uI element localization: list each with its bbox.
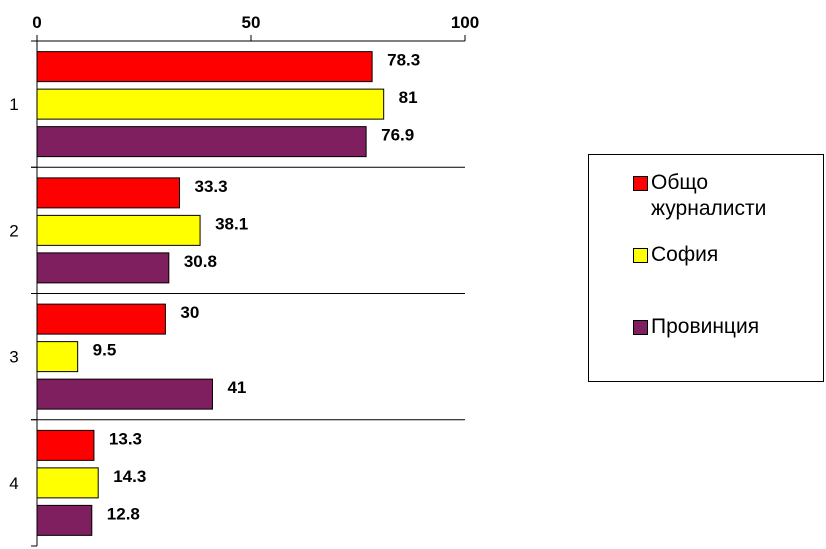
legend-label-total: Общо журналисти [651,171,767,220]
data-label: 33.3 [195,177,228,196]
legend-swatch-sofia [633,248,648,263]
x-tick-label: 100 [451,13,479,32]
bar [36,177,181,209]
x-tick-label: 0 [32,13,41,32]
legend-swatch-province [633,320,648,335]
data-label: 76.9 [381,126,414,145]
category-label: 3 [9,348,18,367]
bar [36,214,201,246]
bar [36,341,79,373]
data-label: 41 [227,378,246,397]
data-label: 30.8 [184,252,217,271]
bar [36,378,213,410]
data-label: 13.3 [109,429,142,448]
category-label: 4 [9,474,18,493]
bar [36,467,99,499]
data-label: 9.5 [93,341,117,360]
data-label: 38.1 [215,214,248,233]
category-label: 2 [9,221,18,240]
legend-label-province: Провинция [651,315,760,338]
bar [36,429,95,461]
bar [36,504,93,536]
data-label: 12.8 [107,504,140,523]
bar [36,88,385,120]
bar [36,51,373,83]
legend-label-sofia: София [651,243,719,266]
legend-item-total: Общо журналисти [633,170,821,222]
data-label: 30 [180,303,199,322]
bar [36,252,170,284]
bar [36,303,166,335]
data-label: 81 [399,88,418,107]
x-tick-label: 50 [242,13,261,32]
data-label: 14.3 [113,467,146,486]
legend: Общо журналисти София Провинция [588,154,824,382]
legend-item-sofia: София [633,242,821,268]
category-label: 1 [9,95,18,114]
legend-item-province: Провинция [633,314,821,340]
bar [36,126,367,158]
data-label: 78.3 [387,51,420,70]
legend-swatch-total [633,176,648,191]
